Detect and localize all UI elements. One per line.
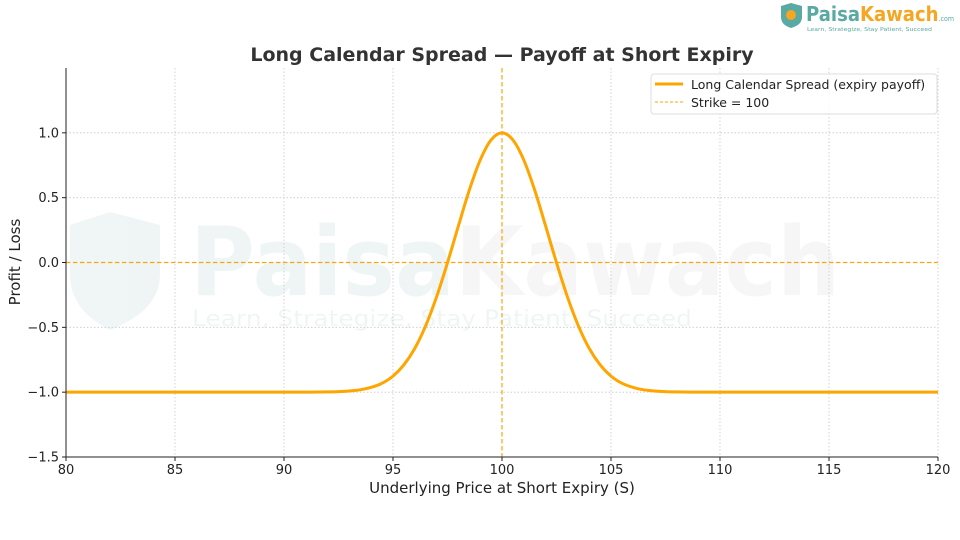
logo-text-a: Paisa [806, 2, 860, 26]
logo-suffix: .com [939, 15, 955, 23]
y-tick-label: −0.5 [27, 321, 59, 336]
watermark-tagline: Learn, Strategize, Stay Patient, Succeed [192, 307, 692, 332]
x-tick-label: 95 [385, 463, 402, 478]
logo-text-b: Kawach [860, 2, 939, 26]
brand-logo: PaisaKawach.com Learn, Strategize, Stay … [781, 2, 954, 33]
x-tick-label: 85 [167, 463, 184, 478]
x-tick-label: 110 [708, 463, 733, 478]
x-tick-label: 80 [58, 463, 75, 478]
x-tick-label: 100 [490, 463, 515, 478]
x-tick-label: 115 [817, 463, 842, 478]
legend-strike-label: Strike = 100 [691, 95, 769, 110]
y-axis-label: Profit / Loss [6, 219, 24, 306]
x-ticks: 80 85 90 95 100 105 110 115 120 [58, 457, 951, 478]
x-tick-label: 90 [276, 463, 293, 478]
series-group [66, 131, 938, 394]
y-tick-label: −1.0 [27, 386, 59, 401]
y-ticks: −1.5 −1.0 −0.5 0.0 0.5 1.0 [27, 126, 66, 466]
legend: Long Calendar Spread (expiry payoff) Str… [650, 73, 938, 115]
shield-watermark-icon [70, 212, 160, 330]
y-tick-label: 0.5 [38, 191, 59, 206]
chart-title: Long Calendar Spread — Payoff at Short E… [250, 44, 754, 66]
payoff-line [66, 131, 938, 394]
y-tick-label: 1.0 [38, 126, 59, 141]
x-axis-label: Underlying Price at Short Expiry (S) [369, 479, 635, 497]
x-tick-label: 105 [599, 463, 624, 478]
y-tick-label: −1.5 [27, 451, 59, 466]
logo-text: PaisaKawach.com [806, 2, 954, 26]
logo-tagline: Learn, Strategize, Stay Patient, Succeed [807, 27, 932, 33]
x-tick-label: 120 [926, 463, 951, 478]
watermark: PaisaKawach Learn, Strategize, Stay Pati… [70, 208, 840, 332]
legend-series-label: Long Calendar Spread (expiry payoff) [691, 77, 925, 92]
y-tick-label: 0.0 [38, 256, 59, 271]
legend-box [650, 73, 938, 115]
